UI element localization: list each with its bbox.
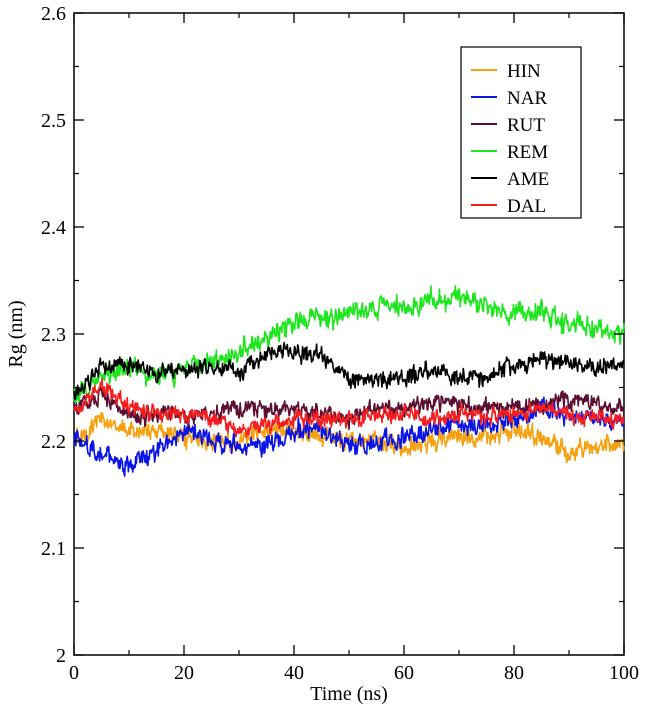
legend-label-hin: HIN xyxy=(507,61,541,82)
x-tick-label: 20 xyxy=(174,662,194,684)
x-tick-label: 100 xyxy=(609,662,639,684)
series-line-ame xyxy=(73,341,625,401)
y-axis-title: Rg (nm) xyxy=(5,300,27,367)
legend-label-nar: NAR xyxy=(507,88,547,109)
series-layer xyxy=(73,285,625,477)
legend-label-rem: REM xyxy=(507,142,548,163)
y-axis-ticks: 2 2.1 2.2 2.3 2.4 2.5 2.6 xyxy=(41,3,624,667)
series-line-rem xyxy=(73,285,625,403)
legend: HIN NAR RUT REM AME DAL xyxy=(460,46,582,219)
y-tick-label: 2.6 xyxy=(41,3,66,25)
legend-label-dal: DAL xyxy=(507,196,546,217)
y-tick-label: 2.5 xyxy=(41,110,66,132)
legend-box xyxy=(460,46,582,219)
y-tick-label: 2.1 xyxy=(41,538,66,560)
x-axis-title: Time (ns) xyxy=(310,683,388,705)
x-tick-label: 0 xyxy=(69,662,79,684)
legend-label-ame: AME xyxy=(507,169,549,190)
y-tick-label: 2.2 xyxy=(41,431,66,453)
x-axis-ticks: 0 20 40 60 80 100 xyxy=(69,13,639,684)
x-tick-label: 80 xyxy=(504,662,524,684)
series-line-dal xyxy=(73,377,625,438)
x-tick-label: 40 xyxy=(284,662,304,684)
y-tick-label: 2.4 xyxy=(41,217,66,239)
y-tick-label: 2.3 xyxy=(41,324,66,346)
legend-label-rut: RUT xyxy=(507,115,545,136)
x-tick-label: 60 xyxy=(394,662,414,684)
y-tick-label: 2 xyxy=(56,645,66,667)
